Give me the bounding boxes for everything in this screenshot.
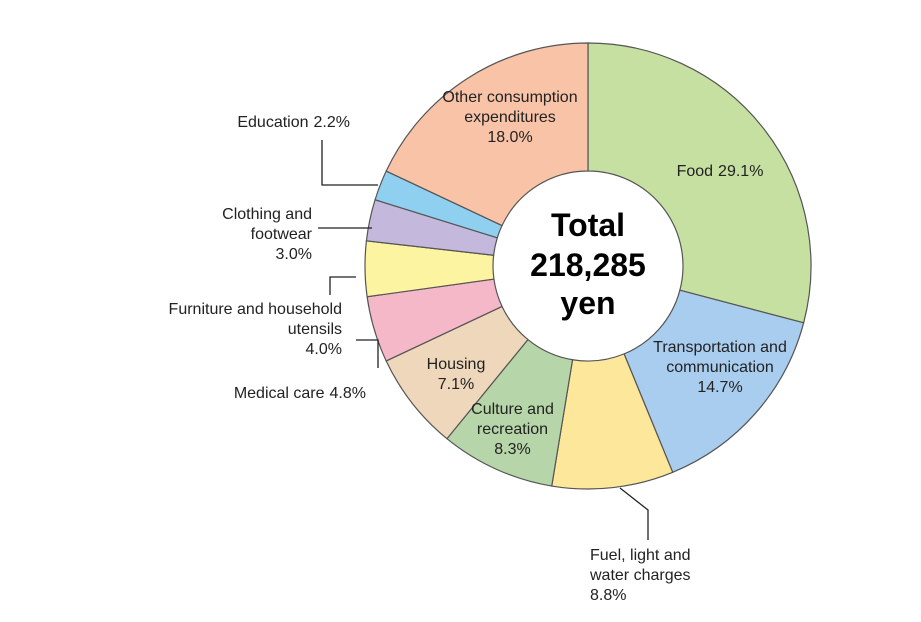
value-label: 8.8% [590, 587, 627, 604]
leader-line [356, 339, 379, 368]
category-label: Furniture and household utensils [168, 301, 342, 338]
slice-label: Transportation and communication 14.7% [640, 338, 800, 398]
slice [385, 42, 589, 227]
value-label: 4.8% [329, 385, 366, 402]
slice-label: Education 2.2% [180, 113, 350, 133]
value-label: 18.0% [487, 129, 533, 146]
slices [364, 42, 812, 490]
slice [623, 289, 805, 474]
center-total: 218,285 [530, 247, 646, 283]
slice-label: Furniture and household utensils 4.0% [150, 300, 342, 360]
slice-label: Culture and recreation 8.3% [470, 400, 555, 460]
category-label: Transportation and communication [653, 339, 787, 376]
category-label: Other consumption expenditures [442, 89, 578, 126]
value-label: 29.1% [718, 163, 764, 180]
value-label: 8.3% [494, 441, 531, 458]
slice-label: Other consumption expenditures 18.0% [440, 88, 580, 148]
category-label: Clothing and footwear [222, 206, 312, 243]
value-label: 2.2% [313, 114, 350, 131]
slice-label: Fuel, light and water charges 8.8% [590, 546, 730, 606]
center-title: Total [551, 207, 625, 243]
slice-label: Medical care 4.8% [180, 384, 366, 404]
value-label: 7.1% [437, 376, 475, 393]
value-label: 14.7% [697, 379, 743, 396]
leader-line [321, 140, 378, 186]
category-label: Fuel, light and water charges [590, 547, 691, 584]
slice-label: Food 29.1% [650, 162, 790, 182]
slice-label: Clothing and footwear 3.0% [170, 205, 312, 265]
leader-line [619, 487, 649, 540]
category-label: Food [676, 163, 714, 180]
leader-line [329, 276, 356, 295]
category-label: Housing [426, 356, 486, 373]
category-label: Medical care [233, 385, 325, 402]
category-label: Education [237, 114, 309, 131]
value-label: 4.0% [305, 341, 342, 358]
center-unit: yen [560, 285, 615, 321]
slice [587, 42, 812, 324]
value-label: 3.0% [275, 246, 312, 263]
slice-label: Housing 7.1% [410, 355, 502, 395]
category-label: Culture and recreation [471, 401, 554, 438]
